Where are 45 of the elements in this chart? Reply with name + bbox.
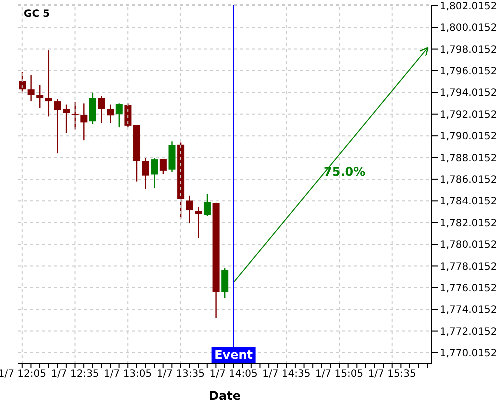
candlestick xyxy=(195,206,202,239)
x-tick-label: 1/7 15:05 xyxy=(315,369,364,380)
x-tick-label: 1/7 12:35 xyxy=(51,369,100,380)
y-tick-label: 1,776.0152 xyxy=(440,283,498,294)
y-tick-label: 1,802.0152 xyxy=(440,1,498,12)
y-tick-label: 1,772.0152 xyxy=(440,326,498,338)
candlestick xyxy=(116,103,123,128)
candlestick xyxy=(45,50,52,118)
candlestick xyxy=(28,74,35,102)
candlestick xyxy=(63,104,70,134)
candlestick xyxy=(54,98,62,154)
candlestick xyxy=(222,268,229,299)
y-tick-label: 1,788.0152 xyxy=(440,153,498,164)
annotation: 75.0% xyxy=(324,165,366,179)
ref-line-label: Event xyxy=(214,348,254,362)
y-tick-label: 1,796.0152 xyxy=(440,66,498,78)
y-tick-label: 1,784.0152 xyxy=(440,196,498,208)
candlestick xyxy=(36,84,44,109)
y-tick-label: 1,800.0152 xyxy=(440,23,498,34)
y-tick-label: 1,786.0152 xyxy=(440,175,498,186)
x-tick-label: 1/7 13:05 xyxy=(104,369,152,380)
y-tick-label: 1,790.0152 xyxy=(440,132,498,143)
x-tick-label: 1/7 14:35 xyxy=(262,369,311,380)
candlestick xyxy=(204,194,211,218)
candlestick xyxy=(107,104,114,124)
y-tick-label: 1,782.0152 xyxy=(440,218,498,230)
y-tick-label: 1,778.0152 xyxy=(440,262,498,273)
x-tick-label: 1/7 15:35 xyxy=(368,369,416,380)
y-tick-label: 1,798.0152 xyxy=(440,44,498,56)
y-tick-label: 1,794.0152 xyxy=(440,88,498,100)
y-tick-label: 1,780.0152 xyxy=(440,240,498,252)
x-tick-label: 1/7 14:05 xyxy=(210,369,258,380)
x-tick-label: 1/7 13:35 xyxy=(156,369,206,380)
candlestick xyxy=(186,195,194,224)
y-tick-label: 1,770.0152 xyxy=(440,348,498,360)
candlestick xyxy=(151,158,158,189)
candlestick xyxy=(98,96,106,124)
x-axis-title: Date xyxy=(209,389,241,400)
candlestick xyxy=(160,158,167,175)
candlestick xyxy=(89,92,96,125)
candlestick xyxy=(142,158,150,190)
y-tick-label: 1,792.0152 xyxy=(440,110,498,121)
candlestick xyxy=(80,103,88,142)
chart-title: GC 5 xyxy=(24,9,50,20)
y-tick-label: 1,774.0152 xyxy=(440,305,498,316)
